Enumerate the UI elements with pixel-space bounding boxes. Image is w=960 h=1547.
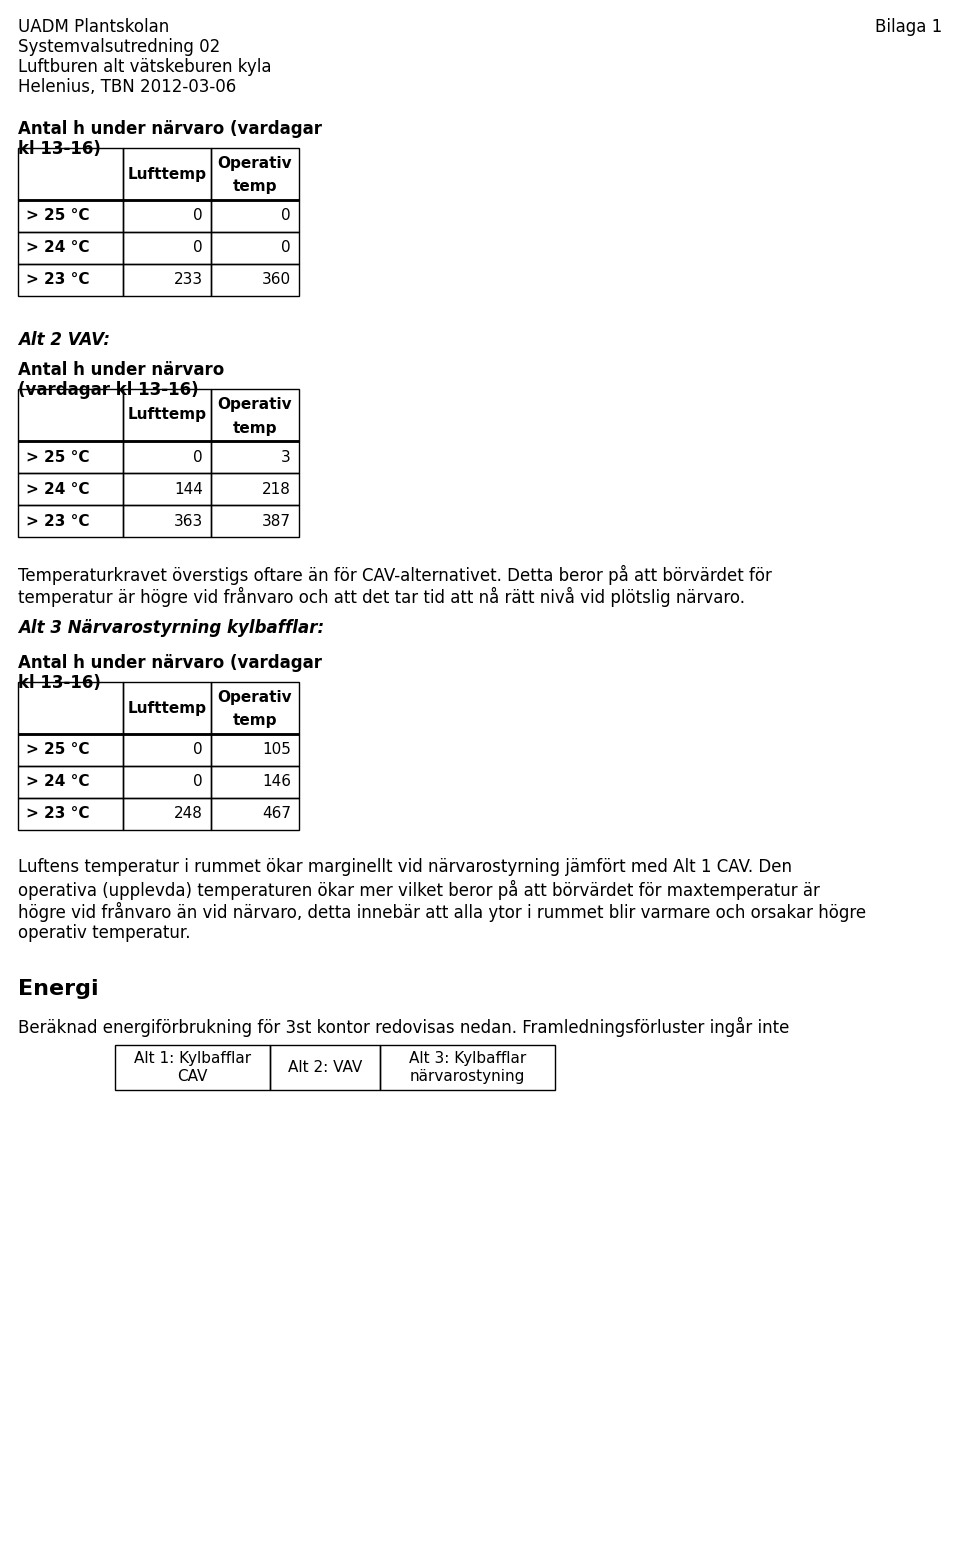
Bar [123,798,211,831]
Bar [123,682,211,733]
Text: temperatur är högre vid frånvaro och att det tar tid att nå rätt nivå vid plötsl: temperatur är högre vid frånvaro och att… [18,586,745,606]
Bar [123,441,211,473]
Text: Energi: Energi [18,979,99,999]
Text: 0: 0 [193,240,203,255]
Text: Systemvalsutredning 02: Systemvalsutredning 02 [18,39,220,56]
Text: kl 13-16): kl 13-16) [18,139,101,158]
Bar [18,798,123,831]
Text: UADM Plantskolan: UADM Plantskolan [18,19,169,36]
Bar [123,265,211,295]
Text: temp: temp [232,713,277,729]
Bar [123,733,211,766]
Bar [211,473,299,504]
Text: Alt 3 Närvarostyrning kylbafflar:: Alt 3 Närvarostyrning kylbafflar: [18,619,324,637]
Text: > 25 °C: > 25 °C [26,450,89,464]
Text: Alt 2 VAV:: Alt 2 VAV: [18,331,110,350]
Bar [211,798,299,831]
Text: 360: 360 [262,272,291,288]
Text: Operativ: Operativ [218,156,292,172]
Text: Luftburen alt vätskeburen kyla: Luftburen alt vätskeburen kyla [18,57,272,76]
Bar [211,504,299,537]
Text: 0: 0 [193,743,203,758]
Text: Alt 2: VAV: Alt 2: VAV [288,1060,362,1075]
Text: Helenius, TBN 2012-03-06: Helenius, TBN 2012-03-06 [18,77,236,96]
Text: > 23 °C: > 23 °C [26,514,89,529]
Text: 0: 0 [193,209,203,223]
Text: Beräknad energiförbrukning för 3st kontor redovisas nedan. Framledningsförluster: Beräknad energiförbrukning för 3st konto… [18,1016,789,1036]
Bar [18,441,123,473]
Text: 218: 218 [262,481,291,497]
Text: Lufttemp: Lufttemp [128,701,206,716]
Text: 0: 0 [193,775,203,789]
Bar [123,388,211,441]
Text: > 24 °C: > 24 °C [26,481,89,497]
Bar [380,1046,555,1091]
Text: operativa (upplevda) temperaturen ökar mer vilket beror på att börvärdet för max: operativa (upplevda) temperaturen ökar m… [18,880,820,900]
Text: > 23 °C: > 23 °C [26,272,89,288]
Bar [123,232,211,265]
Bar [211,265,299,295]
Text: Alt 3: Kylbafflar
närvarostyning: Alt 3: Kylbafflar närvarostyning [409,1052,526,1084]
Text: (vardagar kl 13-16): (vardagar kl 13-16) [18,381,199,399]
Text: temp: temp [232,179,277,195]
Text: kl 13-16): kl 13-16) [18,674,101,692]
Text: > 24 °C: > 24 °C [26,775,89,789]
Text: Temperaturkravet överstigs oftare än för CAV-alternativet. Detta beror på att bö: Temperaturkravet överstigs oftare än för… [18,565,772,585]
Bar [211,733,299,766]
Bar [18,504,123,537]
Text: 146: 146 [262,775,291,789]
Text: > 25 °C: > 25 °C [26,743,89,758]
Text: högre vid frånvaro än vid närvaro, detta innebär att alla ytor i rummet blir var: högre vid frånvaro än vid närvaro, detta… [18,902,866,922]
Bar [18,388,123,441]
Bar [18,265,123,295]
Text: operativ temperatur.: operativ temperatur. [18,924,190,942]
Text: Lufttemp: Lufttemp [128,167,206,181]
Text: 0: 0 [193,450,203,464]
Text: > 23 °C: > 23 °C [26,806,89,821]
Text: 0: 0 [281,209,291,223]
Text: Alt 1: Kylbafflar
CAV: Alt 1: Kylbafflar CAV [134,1052,252,1084]
Text: 0: 0 [281,240,291,255]
Bar [115,1046,270,1091]
Text: Operativ: Operativ [218,398,292,412]
Text: temp: temp [232,421,277,436]
Bar [123,473,211,504]
Bar [211,200,299,232]
Bar [211,766,299,798]
Bar [18,733,123,766]
Text: Antal h under närvaro: Antal h under närvaro [18,360,225,379]
Bar [123,200,211,232]
Text: > 25 °C: > 25 °C [26,209,89,223]
Text: 105: 105 [262,743,291,758]
Bar [123,766,211,798]
Text: 248: 248 [174,806,203,821]
Text: 467: 467 [262,806,291,821]
Bar [18,232,123,265]
Bar [18,473,123,504]
Bar [18,149,123,200]
Text: Lufttemp: Lufttemp [128,407,206,422]
Bar [18,200,123,232]
Text: Antal h under närvaro (vardagar: Antal h under närvaro (vardagar [18,121,322,138]
Bar [18,682,123,733]
Bar [211,388,299,441]
Bar [123,149,211,200]
Bar [211,441,299,473]
Bar [211,682,299,733]
Text: 363: 363 [174,514,203,529]
Bar [211,149,299,200]
Text: Operativ: Operativ [218,690,292,705]
Text: 233: 233 [174,272,203,288]
Text: Bilaga 1: Bilaga 1 [875,19,942,36]
Text: 387: 387 [262,514,291,529]
Bar [211,232,299,265]
Bar [270,1046,380,1091]
Bar [123,504,211,537]
Text: Antal h under närvaro (vardagar: Antal h under närvaro (vardagar [18,654,322,671]
Text: 3: 3 [281,450,291,464]
Text: 144: 144 [174,481,203,497]
Bar [18,766,123,798]
Text: > 24 °C: > 24 °C [26,240,89,255]
Text: Luftens temperatur i rummet ökar marginellt vid närvarostyrning jämfört med Alt : Luftens temperatur i rummet ökar margine… [18,859,792,876]
